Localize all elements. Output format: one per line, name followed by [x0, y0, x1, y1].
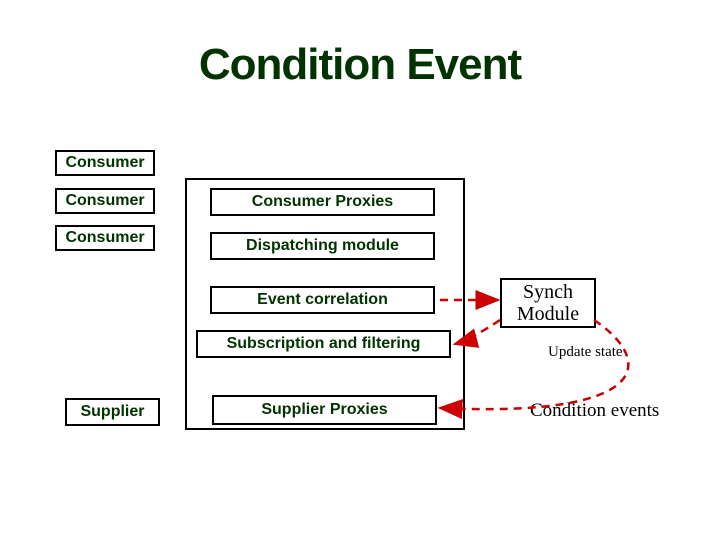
- subscription-filtering-box: Subscription and filtering: [196, 330, 451, 358]
- synch-module-box: Synch Module: [500, 278, 596, 328]
- box-label: Consumer Proxies: [252, 193, 393, 211]
- box-label: Supplier Proxies: [261, 401, 387, 419]
- update-state-label: Update state: [548, 344, 623, 361]
- consumer-box-1: Consumer: [55, 150, 155, 176]
- page-title: Condition Event: [0, 40, 720, 90]
- box-label: Dispatching module: [246, 237, 399, 255]
- synch-line2: Module: [517, 303, 579, 325]
- supplier-box: Supplier: [65, 398, 160, 426]
- consumer-label: Consumer: [65, 192, 144, 210]
- consumer-box-3: Consumer: [55, 225, 155, 251]
- box-label: Subscription and filtering: [227, 335, 421, 353]
- consumer-box-2: Consumer: [55, 188, 155, 214]
- consumer-label: Consumer: [65, 154, 144, 172]
- synch-line1: Synch: [523, 281, 573, 303]
- event-correlation-box: Event correlation: [210, 286, 435, 314]
- dispatching-module-box: Dispatching module: [210, 232, 435, 260]
- box-label: Event correlation: [257, 291, 388, 309]
- consumer-label: Consumer: [65, 229, 144, 247]
- supplier-proxies-box: Supplier Proxies: [212, 395, 437, 425]
- supplier-label: Supplier: [80, 403, 144, 421]
- condition-events-label: Condition events: [530, 400, 659, 422]
- consumer-proxies-box: Consumer Proxies: [210, 188, 435, 216]
